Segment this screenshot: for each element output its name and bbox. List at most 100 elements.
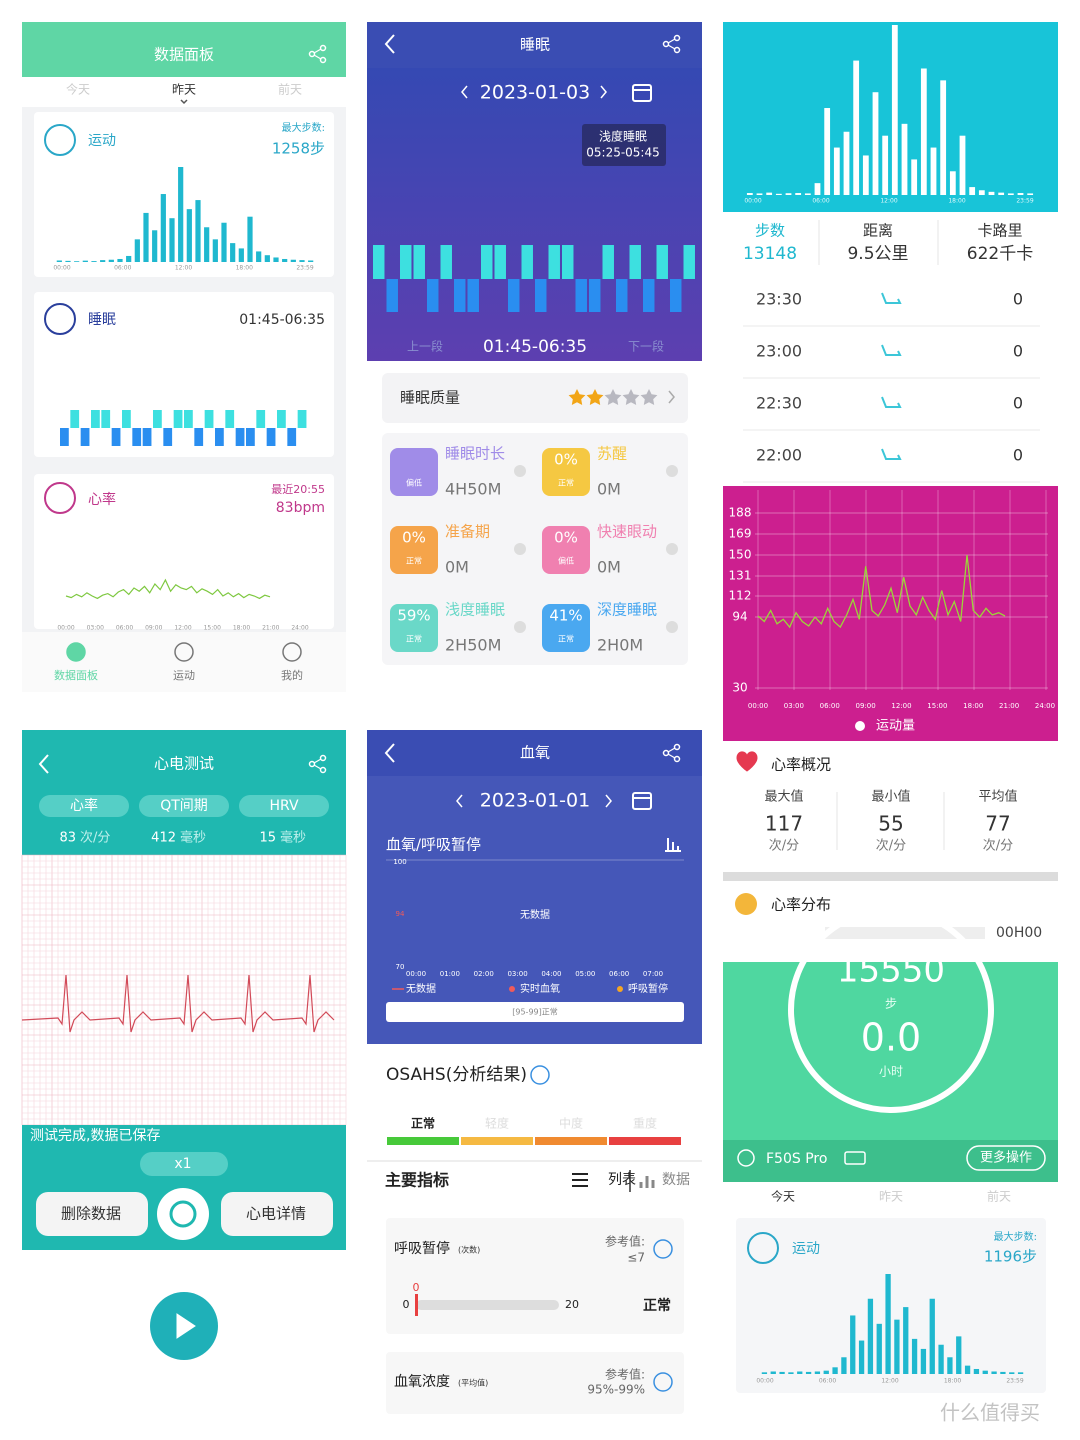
replay-icon — [169, 1200, 197, 1228]
star — [640, 389, 658, 405]
share-icon — [319, 766, 327, 774]
sleep-segment — [80, 428, 90, 446]
panel-bg — [367, 776, 702, 1044]
sleep-segment — [521, 245, 533, 279]
bar — [1027, 193, 1034, 195]
bar — [911, 159, 918, 195]
label: 睡眠 — [88, 312, 116, 328]
bar — [178, 167, 184, 262]
header — [22, 22, 346, 77]
badge — [542, 448, 590, 496]
y-tick-label: 169 — [729, 527, 752, 541]
y-tick-label: 188 — [729, 506, 752, 520]
tab[interactable]: 昨天 — [172, 83, 196, 97]
label[interactable]: 心率 — [70, 797, 98, 814]
sleep-segment — [440, 245, 452, 279]
label[interactable]: 上一段 — [407, 339, 443, 354]
x-tick-label: 04:00 — [541, 970, 561, 978]
nav-item[interactable]: 数据面板 — [54, 668, 98, 682]
x-tick-label: 00:00 — [53, 265, 70, 272]
bar — [814, 183, 821, 195]
bar — [920, 68, 927, 195]
slider-marker — [415, 1294, 418, 1316]
bar — [746, 193, 753, 195]
info-icon — [666, 543, 678, 555]
date: 2023-01-03 — [480, 82, 590, 104]
y-tick-label: 94 — [732, 610, 747, 624]
sleep-segment — [373, 245, 385, 279]
share-icon — [308, 50, 316, 58]
button-label[interactable]: 删除数据 — [61, 1205, 121, 1223]
bar — [204, 227, 210, 262]
nav-item[interactable]: 运动 — [173, 669, 195, 682]
bar — [973, 1368, 980, 1374]
nav-item[interactable]: 我的 — [281, 668, 303, 682]
card — [386, 1352, 684, 1414]
label: 0 — [1013, 446, 1023, 465]
sleep-segment — [225, 410, 235, 428]
calendar-icon — [632, 84, 652, 102]
play-icon — [176, 1313, 196, 1339]
tab[interactable]: 前天 — [278, 82, 302, 97]
header-title: 睡眠 — [520, 36, 550, 54]
x-tick-label: 02:00 — [474, 970, 494, 978]
sleep-segment — [235, 428, 245, 446]
sport-icon — [747, 1232, 779, 1264]
slider-track — [416, 1300, 559, 1310]
tab[interactable]: 今天 — [771, 1189, 795, 1204]
label: (次数) — [458, 1245, 480, 1255]
bar — [982, 1370, 988, 1374]
bar — [988, 191, 995, 195]
x-tick-label: 12:00 — [880, 198, 897, 205]
x-tick-label: 05:00 — [575, 970, 595, 978]
shoe-icon — [881, 396, 902, 408]
sleep-segment — [494, 245, 506, 279]
nav-bar — [22, 632, 346, 692]
button-label[interactable]: 心电详情 — [246, 1205, 306, 1223]
label[interactable]: QT间期 — [160, 798, 208, 814]
label: 心率分布 — [771, 896, 831, 914]
label[interactable]: x1 — [174, 1156, 191, 1172]
label[interactable]: 下一段 — [628, 339, 664, 354]
sleep-segment — [91, 410, 100, 428]
bar — [256, 251, 262, 262]
tab[interactable]: 前天 — [987, 1189, 1011, 1204]
label[interactable]: 列表 — [608, 1172, 636, 1188]
label: 412 — [151, 831, 176, 846]
x-tick-label: 21:00 — [262, 625, 279, 632]
star — [622, 389, 640, 405]
label: 正常 — [643, 1297, 671, 1314]
bar — [832, 1367, 838, 1374]
share-icon — [319, 754, 327, 762]
bar — [903, 1307, 909, 1374]
tab[interactable]: 昨天 — [879, 1190, 903, 1204]
x-tick-label: 01:00 — [440, 970, 460, 978]
label: 浅度睡眠 — [445, 601, 505, 619]
label[interactable]: 数据 — [662, 1172, 690, 1188]
panel-bg — [367, 68, 702, 361]
label: 最近20:55 — [271, 483, 325, 496]
x-tick-label: 09:00 — [856, 702, 876, 710]
data-icon — [639, 1176, 655, 1188]
bar — [1000, 1371, 1006, 1374]
bar — [867, 1298, 874, 1374]
label: 毫秒 — [280, 830, 306, 846]
bar — [247, 216, 253, 262]
label[interactable]: HRV — [269, 798, 298, 814]
tab[interactable]: 今天 — [66, 82, 90, 97]
bar — [766, 192, 773, 195]
panel-bg — [723, 22, 1058, 212]
sleep-segment — [400, 245, 412, 279]
label: 血氧浓度 — [394, 1374, 450, 1390]
sleep-segment — [277, 410, 286, 428]
label[interactable]: 更多操作 — [980, 1150, 1032, 1166]
line — [757, 555, 1006, 629]
label: 苏醒 — [597, 445, 627, 463]
help-icon — [530, 1065, 550, 1085]
label: 23:00 — [756, 342, 802, 361]
sleep-segment — [173, 410, 183, 428]
sleep-segment — [602, 245, 614, 279]
bar — [186, 209, 192, 262]
bar — [126, 255, 132, 262]
label: OSAHS(分析结果) — [386, 1065, 527, 1085]
